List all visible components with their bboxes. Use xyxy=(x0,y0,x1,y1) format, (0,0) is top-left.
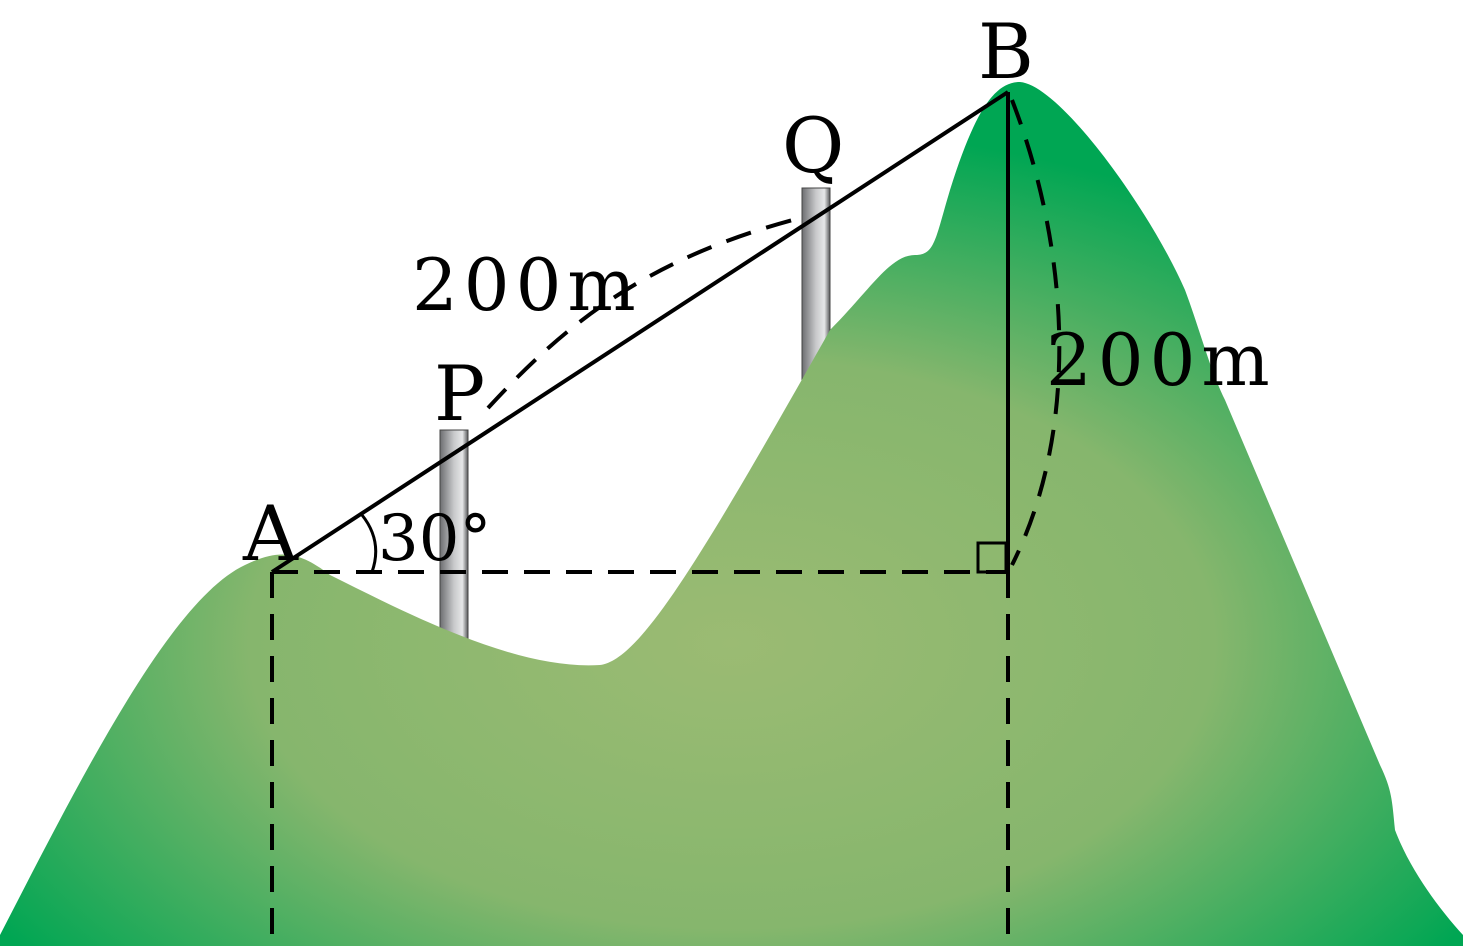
label-q: Q xyxy=(782,101,844,190)
label-b: B xyxy=(978,7,1034,96)
label-a: A xyxy=(242,489,299,578)
angle-arc xyxy=(360,514,378,573)
label-angle: 30° xyxy=(378,502,491,576)
label-p: P xyxy=(434,349,485,438)
construction-lines xyxy=(270,99,1062,946)
pole-p xyxy=(439,429,469,641)
right-angle-marker xyxy=(976,541,1008,574)
label-height: 200m xyxy=(1046,318,1276,402)
height-arc xyxy=(1010,99,1062,566)
slope-line-ab xyxy=(270,90,1010,574)
slope-length-arc xyxy=(486,216,801,410)
mountain xyxy=(0,82,1463,946)
label-slope-length: 200m xyxy=(412,243,642,327)
